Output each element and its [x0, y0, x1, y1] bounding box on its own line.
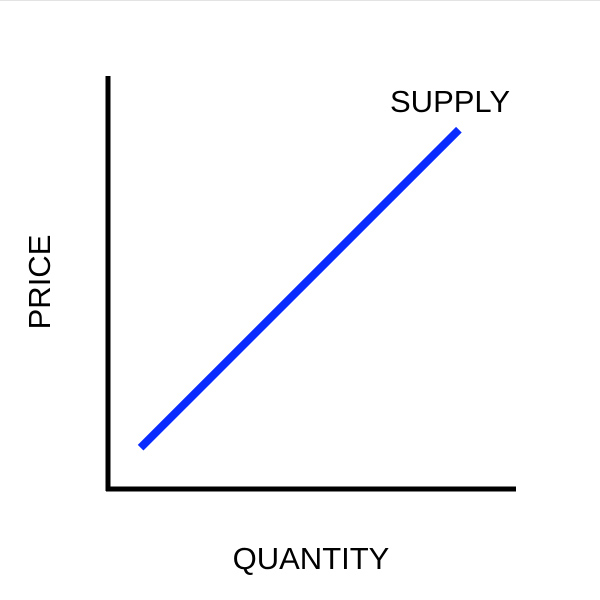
x-axis-label: QUANTITY	[233, 541, 390, 576]
supply-label: SUPPLY	[390, 84, 510, 119]
supply-line	[137, 126, 462, 451]
top-border	[0, 0, 600, 1]
y-axis-label: PRICE	[22, 235, 57, 330]
